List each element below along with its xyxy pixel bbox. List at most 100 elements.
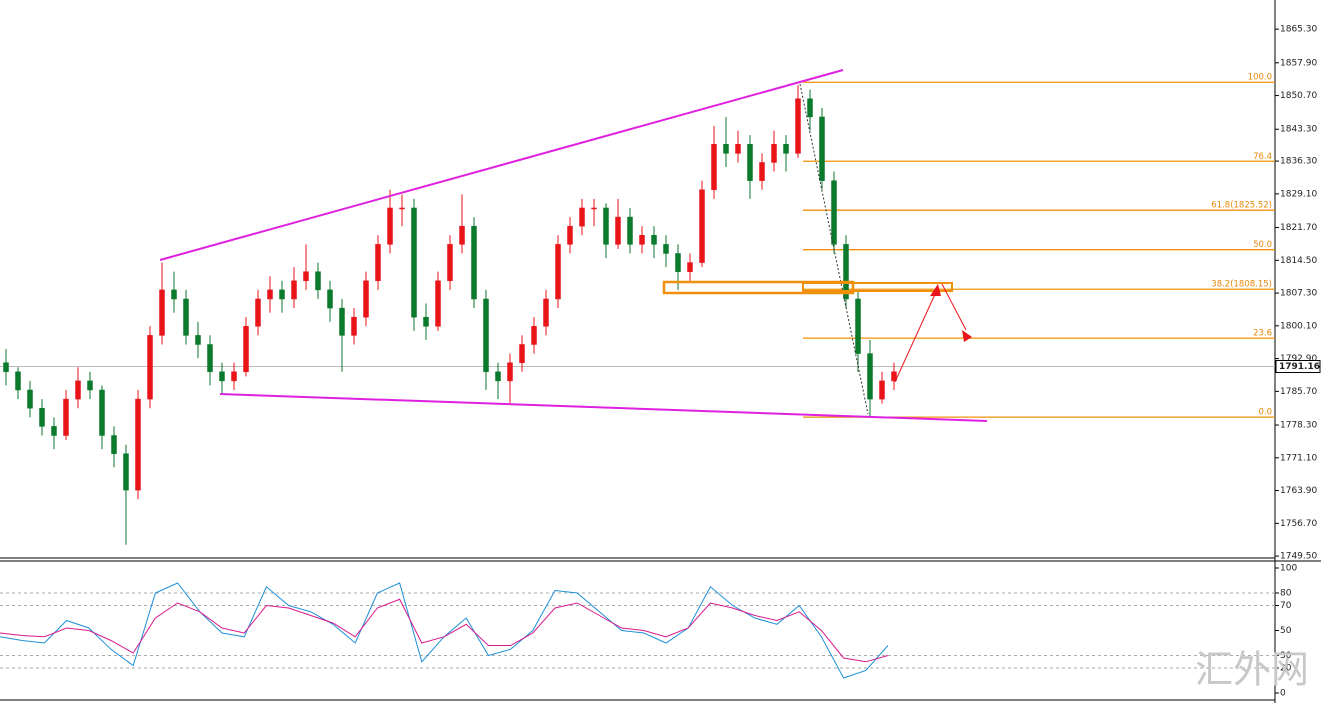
y-tick-label: 1836.30 — [1280, 157, 1317, 167]
candle-body — [603, 207, 609, 245]
arrow — [941, 283, 967, 331]
candle-body — [723, 144, 729, 154]
y-tick-label: 1850.70 — [1280, 91, 1317, 101]
candle-body — [435, 280, 441, 327]
candle-body — [711, 144, 717, 191]
y-tick-label: 1807.30 — [1280, 289, 1317, 299]
fib-label: 100.0 — [1248, 73, 1272, 83]
candle-body — [351, 316, 357, 336]
candle-body — [339, 307, 345, 336]
fib-label: 50.0 — [1253, 240, 1272, 250]
y-tick-label: 30 — [1280, 651, 1292, 661]
y-tick-label: 80 — [1280, 589, 1292, 599]
arrow — [894, 291, 937, 383]
zone-box — [662, 280, 855, 295]
candle-body — [783, 144, 789, 154]
y-tick-label: 20 — [1280, 664, 1292, 674]
annotations — [159, 69, 988, 422]
candle-body — [747, 144, 753, 181]
fib-label: 23.6 — [1253, 329, 1272, 339]
last-price-box — [1275, 360, 1321, 374]
candle-body — [519, 344, 525, 363]
fib-label: 0.0 — [1258, 408, 1272, 418]
y-tick-label: 50 — [1280, 626, 1292, 636]
y-tick-label: 1749.50 — [1280, 552, 1317, 562]
candle-body — [75, 380, 81, 400]
candle-body — [111, 435, 117, 454]
candle-body — [639, 235, 645, 245]
arrow-head — [962, 330, 972, 342]
candle-body — [147, 335, 153, 400]
y-tick-label: 0 — [1280, 689, 1286, 699]
candle-body — [375, 244, 381, 282]
candle-body — [63, 398, 69, 436]
candle-body — [267, 289, 273, 300]
candle-body — [87, 380, 93, 391]
candle-body — [315, 271, 321, 291]
candle-body — [651, 235, 657, 245]
candle-body — [579, 207, 585, 227]
candle-body — [99, 389, 105, 436]
candle-body — [531, 326, 537, 345]
candle-body — [159, 289, 165, 336]
candle-body — [867, 353, 873, 400]
y-tick-label: 1763.90 — [1280, 486, 1317, 496]
candle-body — [843, 244, 849, 300]
candle-body — [231, 371, 237, 382]
fib-label: 61.8(1825.52) — [1211, 201, 1272, 211]
zone-box — [802, 282, 953, 292]
candle-body — [423, 316, 429, 327]
candle-body — [807, 98, 813, 118]
candle-body — [591, 207, 597, 210]
fib-label: 76.4 — [1253, 152, 1272, 162]
candle-body — [399, 207, 405, 210]
y-tick-label: 1814.50 — [1280, 256, 1317, 266]
candle-body — [735, 144, 741, 154]
candle-body — [459, 225, 465, 245]
candle-body — [363, 280, 369, 318]
last-price-label: 1791.16 — [1279, 362, 1320, 372]
y-tick-label: 1843.30 — [1280, 125, 1317, 135]
candle-body — [471, 225, 477, 300]
candle-body — [627, 216, 633, 245]
candle-body — [447, 244, 453, 282]
candle-body — [123, 453, 129, 491]
y-tick-label: 1800.10 — [1280, 321, 1317, 331]
y-tick-label: 1778.30 — [1280, 421, 1317, 431]
oscillator-line — [0, 598, 889, 663]
candle-body — [411, 207, 417, 318]
candle-body — [27, 389, 33, 409]
y-tick-label: 1829.10 — [1280, 189, 1317, 199]
arrow-head — [930, 284, 941, 296]
candle-body — [255, 298, 261, 327]
fib-base-line — [799, 83, 869, 415]
candle-body — [615, 216, 621, 245]
candle-body — [171, 289, 177, 300]
candle-body — [891, 371, 897, 382]
candle-body — [3, 362, 9, 373]
candle-body — [135, 398, 141, 491]
candle-body — [675, 253, 681, 272]
candle-body — [183, 298, 189, 336]
candle-body — [699, 189, 705, 263]
y-tick-label: 1771.10 — [1280, 453, 1317, 463]
candle-body — [387, 207, 393, 245]
candle-body — [51, 426, 57, 436]
candle-body — [483, 298, 489, 373]
candle-body — [687, 262, 693, 272]
candle-body — [195, 335, 201, 345]
candle-body — [291, 280, 297, 300]
candle-body — [795, 98, 801, 154]
candle-body — [219, 371, 225, 382]
candle-body — [243, 326, 249, 373]
y-tick-label: 1756.70 — [1280, 519, 1317, 529]
watermark: 汇外网 — [1195, 648, 1309, 692]
fib-label: 38.2(1808.15) — [1211, 280, 1272, 290]
y-tick-label: 100 — [1280, 564, 1297, 574]
y-tick-label: 1785.70 — [1280, 387, 1317, 397]
candle-body — [771, 144, 777, 163]
candle-body — [39, 407, 45, 427]
candle-body — [759, 162, 765, 181]
